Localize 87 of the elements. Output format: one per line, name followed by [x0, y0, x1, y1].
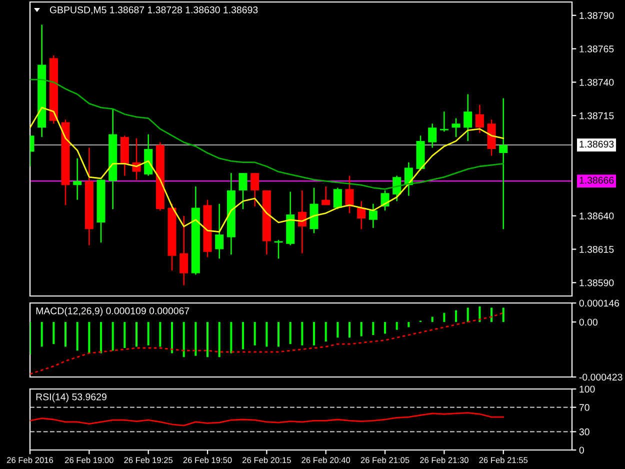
bar — [40, 322, 43, 347]
candlestick — [464, 94, 472, 142]
bar — [76, 322, 78, 351]
y-tick-label: 0.000146 — [579, 300, 620, 307]
bar — [136, 322, 138, 347]
y-tick-label: 1.38740 — [580, 78, 614, 86]
bar — [408, 322, 410, 328]
bar — [266, 322, 268, 347]
bar — [242, 322, 244, 350]
x-tick-label: 26 Feb 19:00 — [65, 456, 114, 464]
x-tick-label: 26 Feb 21:55 — [479, 456, 528, 464]
y-tick-label: 1.38790 — [580, 12, 614, 19]
candlestick — [250, 172, 260, 208]
candlestick — [499, 98, 508, 230]
x-tick-label: 26 Feb 21:05 — [360, 456, 410, 464]
chart-title: GBPUSD,M5 1.38687 1.38728 1.38630 1.38693 — [50, 6, 258, 14]
bar — [100, 322, 102, 354]
y-tick-label: 0 — [579, 446, 584, 454]
bar — [490, 308, 493, 322]
bar — [313, 322, 316, 346]
bar — [112, 322, 114, 351]
bar — [324, 322, 327, 342]
y-tick-label: 1.38615 — [580, 246, 614, 253]
bar — [289, 322, 292, 344]
bar — [182, 322, 185, 358]
bar — [478, 306, 481, 322]
bar — [384, 322, 386, 334]
bar — [336, 322, 339, 338]
y-tick-label: 1.38765 — [580, 46, 614, 52]
x-tick-label: 26 Feb 20:40 — [302, 456, 350, 464]
bar — [147, 322, 150, 346]
bar — [360, 322, 362, 336]
ref-line-label: 1.38666 — [580, 176, 614, 184]
y-tick-label: 1.38715 — [580, 112, 614, 120]
candlestick — [180, 215, 188, 286]
candlestick — [215, 203, 224, 260]
candlestick — [322, 186, 330, 206]
bar — [466, 308, 469, 322]
candlestick — [333, 187, 342, 210]
bar — [88, 322, 90, 354]
bar — [124, 322, 126, 348]
x-tick-label: 26 Feb 20:15 — [242, 456, 291, 464]
bar — [348, 322, 351, 338]
x-tick-label: 26 Feb 19:25 — [124, 456, 173, 464]
y-tick-label: 30 — [579, 428, 590, 436]
bar — [230, 322, 232, 354]
candlestick — [428, 122, 437, 148]
line-series — [30, 412, 504, 426]
x-tick-label: 26 Feb 2016 — [7, 456, 54, 464]
bar — [52, 322, 55, 344]
y-tick-label: 100 — [580, 386, 595, 393]
bar — [278, 322, 280, 347]
bar — [159, 322, 162, 347]
candlestick — [392, 175, 402, 202]
bar — [171, 322, 174, 354]
candlestick — [440, 110, 448, 132]
candlestick — [73, 158, 82, 200]
bar — [194, 322, 197, 356]
y-tick-label: -0.000423 — [579, 374, 622, 381]
y-tick-label: 1.38640 — [580, 212, 614, 220]
candlestick — [345, 175, 354, 214]
bar — [206, 322, 209, 358]
candlestick — [368, 203, 378, 228]
bar — [502, 308, 504, 322]
y-tick-label: 1.38590 — [580, 279, 614, 286]
bar — [301, 322, 304, 346]
candlestick — [452, 118, 460, 138]
candlestick — [475, 104, 484, 134]
line-series — [30, 106, 504, 233]
x-tick-label: 26 Feb 19:50 — [183, 456, 232, 464]
x-tick-label: 26 Feb 21:30 — [420, 456, 468, 464]
bar — [254, 322, 256, 346]
bar — [431, 316, 434, 322]
y-tick-label: 70 — [579, 404, 590, 411]
chart-title: MACD(12,26,9) 0.000109 0.000067 — [36, 307, 190, 316]
candlestick — [274, 239, 283, 260]
candlestick — [238, 172, 248, 210]
bar — [64, 322, 67, 347]
candlestick — [357, 200, 366, 230]
bar — [218, 322, 220, 358]
bar — [372, 322, 374, 335]
chart-title: RSI(14) 53.9629 — [36, 393, 106, 402]
bar — [455, 310, 458, 322]
bar — [443, 312, 446, 322]
bar — [396, 322, 398, 330]
ref-line-label: 1.38693 — [580, 140, 614, 148]
y-tick-label: 0.00 — [579, 318, 598, 326]
